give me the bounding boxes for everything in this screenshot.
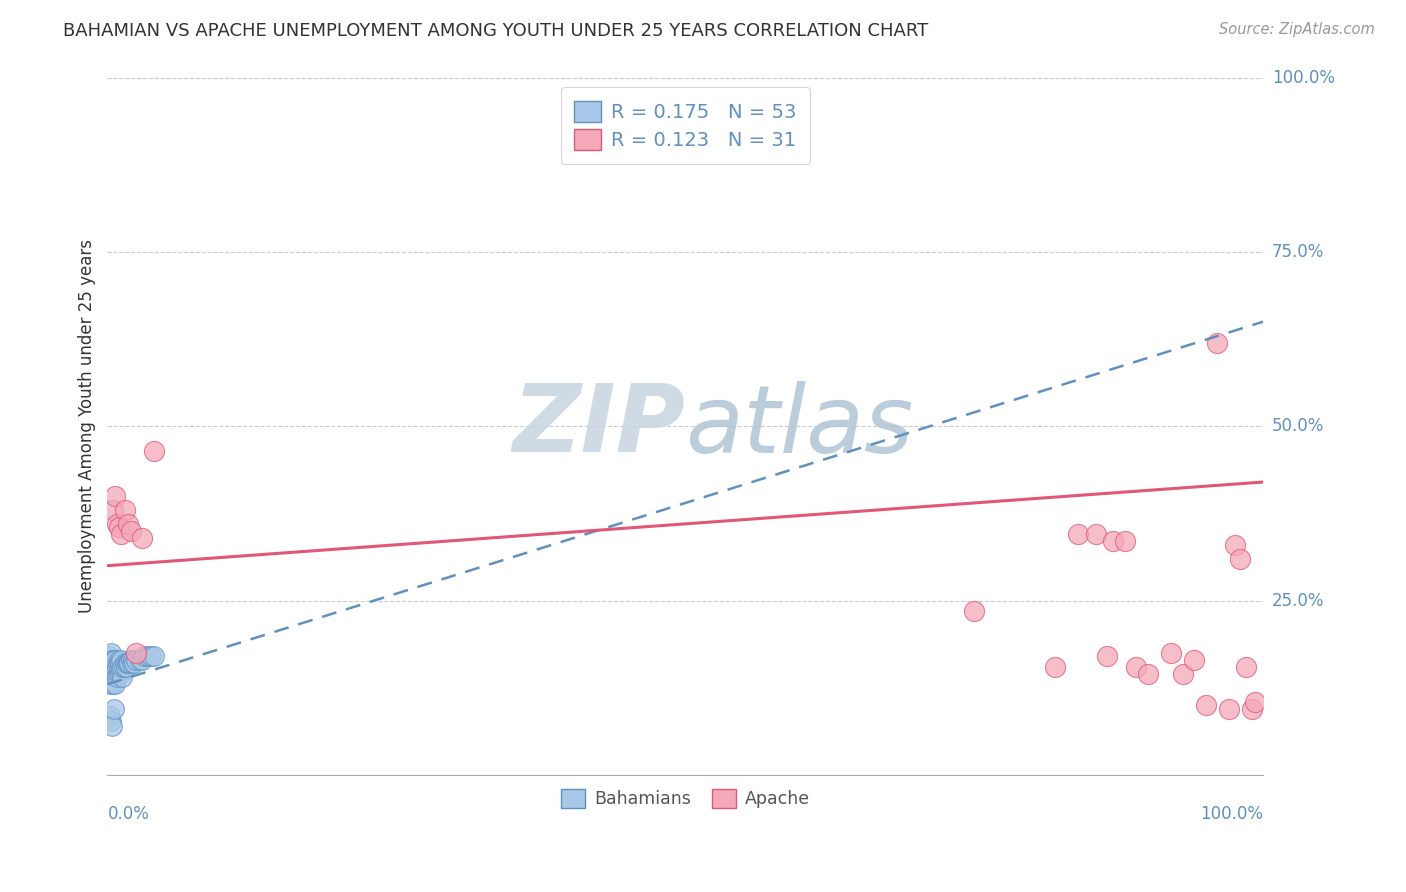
Point <box>103 653 125 667</box>
Point <box>104 489 127 503</box>
Point <box>121 653 143 667</box>
Text: 0.0%: 0.0% <box>107 805 149 823</box>
Point <box>110 527 132 541</box>
Point <box>104 660 127 674</box>
Point <box>107 657 129 671</box>
Point <box>97 660 120 674</box>
Point <box>121 657 143 671</box>
Text: 100.0%: 100.0% <box>1272 69 1334 87</box>
Point <box>100 657 122 671</box>
Point <box>101 663 124 677</box>
Point <box>1218 701 1240 715</box>
Point <box>101 653 124 667</box>
Point <box>142 443 165 458</box>
Point <box>122 657 145 671</box>
Point <box>98 708 121 723</box>
Text: 75.0%: 75.0% <box>1272 243 1324 260</box>
Point <box>111 670 134 684</box>
Point <box>120 653 142 667</box>
Point <box>125 653 148 667</box>
Point <box>115 657 138 671</box>
Point <box>103 666 125 681</box>
Text: ZIP: ZIP <box>513 380 685 472</box>
Point <box>100 646 122 660</box>
Point <box>107 666 129 681</box>
Point <box>1045 660 1067 674</box>
Point <box>1067 527 1090 541</box>
Point <box>100 714 122 728</box>
Point <box>1206 335 1229 350</box>
Point <box>98 663 121 677</box>
Point <box>105 660 128 674</box>
Point <box>134 649 156 664</box>
Point <box>1136 666 1159 681</box>
Point <box>105 516 128 531</box>
Point <box>1171 666 1194 681</box>
Point <box>108 653 131 667</box>
Y-axis label: Unemployment Among Youth under 25 years: Unemployment Among Youth under 25 years <box>79 239 96 613</box>
Point <box>114 657 136 671</box>
Point <box>108 666 131 681</box>
Point <box>142 649 165 664</box>
Point <box>98 677 121 691</box>
Point <box>141 649 163 664</box>
Point <box>111 660 134 674</box>
Point <box>1125 660 1147 674</box>
Point <box>101 673 124 688</box>
Text: BAHAMIAN VS APACHE UNEMPLOYMENT AMONG YOUTH UNDER 25 YEARS CORRELATION CHART: BAHAMIAN VS APACHE UNEMPLOYMENT AMONG YO… <box>63 22 928 40</box>
Point <box>117 657 139 671</box>
Point <box>105 670 128 684</box>
Point <box>1223 538 1246 552</box>
Point <box>108 657 131 671</box>
Point <box>136 649 159 664</box>
Point <box>101 657 124 671</box>
Point <box>1102 534 1125 549</box>
Point <box>1160 646 1182 660</box>
Point <box>118 657 141 671</box>
Point <box>97 649 120 664</box>
Point <box>1194 698 1216 713</box>
Point <box>117 516 139 531</box>
Legend: Bahamians, Apache: Bahamians, Apache <box>554 782 817 815</box>
Point <box>101 719 124 733</box>
Point <box>104 677 127 691</box>
Point <box>110 663 132 677</box>
Point <box>108 520 131 534</box>
Point <box>131 531 153 545</box>
Point <box>120 524 142 538</box>
Point <box>100 670 122 684</box>
Point <box>1229 551 1251 566</box>
Point <box>963 604 986 618</box>
Point <box>100 666 122 681</box>
Text: 50.0%: 50.0% <box>1272 417 1324 435</box>
Point <box>115 660 138 674</box>
Point <box>101 677 124 691</box>
Point <box>128 653 150 667</box>
Text: 25.0%: 25.0% <box>1272 591 1324 609</box>
Point <box>1234 660 1257 674</box>
Text: Source: ZipAtlas.com: Source: ZipAtlas.com <box>1219 22 1375 37</box>
Point <box>101 660 124 674</box>
Point <box>103 701 125 715</box>
Point <box>104 653 127 667</box>
Point <box>108 663 131 677</box>
Point <box>1244 695 1267 709</box>
Point <box>1097 649 1119 664</box>
Point <box>131 653 153 667</box>
Text: atlas: atlas <box>685 381 914 472</box>
Text: 100.0%: 100.0% <box>1201 805 1264 823</box>
Point <box>1114 534 1136 549</box>
Point <box>112 660 135 674</box>
Point <box>125 646 148 660</box>
Point <box>110 653 132 667</box>
Point <box>98 657 121 671</box>
Point <box>1240 701 1263 715</box>
Point <box>114 503 136 517</box>
Point <box>101 503 124 517</box>
Point <box>1182 653 1205 667</box>
Point <box>1084 527 1107 541</box>
